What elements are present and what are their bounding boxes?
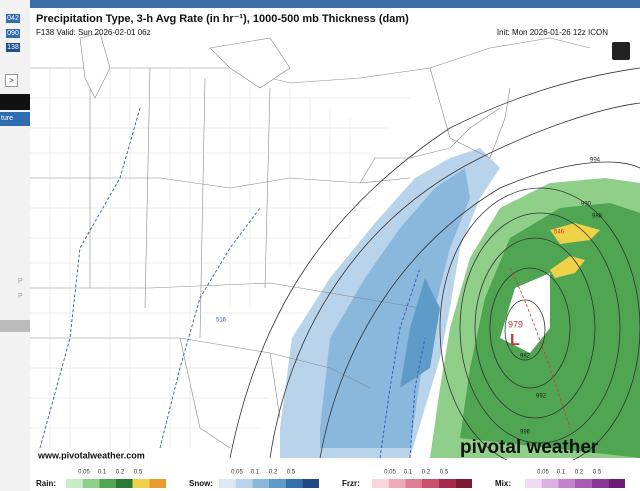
legend-label: Snow:: [189, 479, 213, 488]
legend-tick: 0.2: [575, 470, 584, 476]
pressure-contours: [229, 67, 640, 469]
share-button[interactable]: [612, 42, 630, 60]
contour-label: 990: [581, 202, 592, 208]
legend: Rain: 0.05 0.1 0.2 0.5 Snow: 0.05 0.1 0.2 0.5 Frzr…: [36, 470, 625, 488]
legend-tick: 0.05: [78, 470, 90, 476]
snow-area-heavy: [320, 168, 470, 448]
rain-area-heavy: [460, 203, 640, 458]
legend-swatch: [269, 479, 286, 488]
init-time: Init: Mon 2026-01-26 12z ICON: [497, 28, 608, 37]
legend-tick: 0.2: [116, 470, 125, 476]
legend-swatch: [235, 479, 253, 488]
legend-tick: 0.2: [269, 470, 278, 476]
contour-label: 992: [536, 394, 547, 400]
legend-tick: 0.5: [440, 470, 449, 476]
legend-swatch: [99, 479, 116, 488]
map-title: Precipitation Type, 3-h Avg Rate (in hr⁻…: [36, 13, 409, 25]
thickness-contours: [39, 107, 426, 459]
watermark: pivotal weather: [460, 437, 599, 458]
legend-swatch: [525, 479, 542, 488]
county-lines: [30, 68, 410, 448]
valid-time: F138 Valid: Sun 2026-02-01 06z: [36, 28, 151, 37]
legend-swatch: [149, 479, 166, 488]
run-button[interactable]: 042: [6, 14, 20, 23]
contour-label: 994: [590, 158, 601, 164]
legend-tick: 0.5: [134, 470, 143, 476]
legend-swatch: [438, 479, 456, 488]
legend-tick: 0.5: [287, 470, 296, 476]
legend-swatch: [541, 479, 559, 488]
contour-label: 996: [520, 430, 531, 436]
top-banner: [30, 0, 640, 8]
legend-swatch: [422, 479, 439, 488]
legend-label: Frzr:: [342, 479, 360, 488]
map-panel: Precipitation Type, 3-h Avg Rate (in hr⁻…: [30, 8, 640, 491]
lake: [79, 32, 111, 99]
sidebar: 042 090 138 > ture P P: [0, 0, 31, 491]
lake: [209, 37, 291, 89]
legend-swatch: [405, 479, 422, 488]
legend-tick: 0.2: [422, 470, 431, 476]
contour-label: 988: [592, 214, 603, 220]
legend-tick: 0.1: [557, 470, 566, 476]
legend-swatch: [558, 479, 575, 488]
side-mark: P: [18, 293, 23, 300]
legend-swatch: [608, 479, 625, 488]
legend-swatch: [575, 479, 592, 488]
contour-label: 546: [554, 230, 565, 236]
legend-swatch: [132, 479, 150, 488]
legend-label: Mix:: [495, 479, 511, 488]
heavy-rain: [550, 256, 585, 278]
legend-swatch: [285, 479, 303, 488]
tab[interactable]: ture: [0, 112, 31, 126]
legend-label: Rain:: [36, 479, 56, 488]
arrow-button[interactable]: >: [5, 74, 18, 87]
thickness-546: [509, 267, 571, 429]
legend-swatch: [66, 479, 83, 488]
legend-tick: 0.1: [404, 470, 413, 476]
legend-swatch: [388, 479, 406, 488]
legend-tick: 0.1: [98, 470, 107, 476]
low-pressure-value: 979: [508, 319, 523, 329]
legend-swatch: [302, 479, 319, 488]
url: www.pivotalweather.com: [37, 450, 145, 460]
legend-swatch: [82, 479, 100, 488]
snow-area-core: [400, 278, 440, 388]
legend-swatch: [372, 479, 389, 488]
contour-label: 982: [520, 354, 531, 360]
legend-swatch: [219, 479, 236, 488]
contour-label: 516: [216, 318, 227, 324]
heavy-rain: [550, 223, 600, 244]
legend-swatch: [591, 479, 609, 488]
legend-tick: 0.05: [231, 470, 243, 476]
legend-swatch: [455, 479, 472, 488]
low-marker: L: [510, 332, 520, 349]
run-button[interactable]: 138: [6, 43, 20, 52]
legend-tick: 0.5: [593, 470, 602, 476]
dark-bar: [0, 94, 30, 110]
legend-tick: 0.05: [537, 470, 549, 476]
legend-swatch: [116, 479, 133, 488]
side-block: [0, 320, 30, 332]
legend-swatch: [252, 479, 269, 488]
side-mark: P: [18, 278, 23, 285]
run-button[interactable]: 090: [6, 29, 20, 38]
legend-tick: 0.1: [251, 470, 260, 476]
legend-tick: 0.05: [384, 470, 396, 476]
